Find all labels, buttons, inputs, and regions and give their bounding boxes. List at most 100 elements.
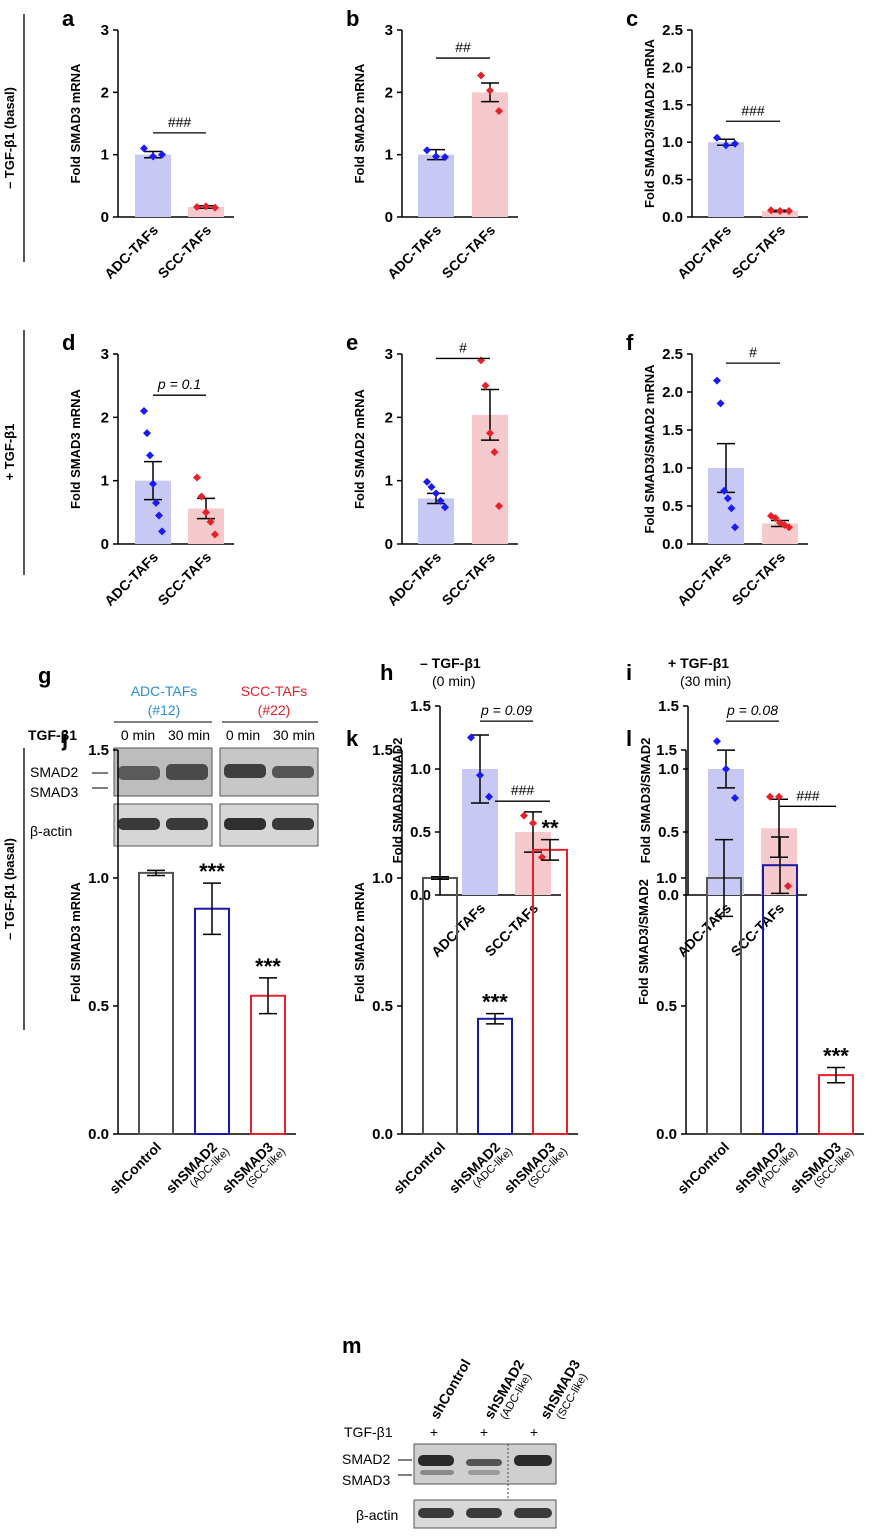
adc-group-label: ADC-TAFs: [131, 683, 198, 699]
panel-label-g: g: [38, 663, 51, 688]
y-tick-label: 1.0: [656, 870, 677, 887]
y-axis-label: Fold SMAD2 mRNA: [352, 388, 367, 509]
row-label-tgf-1: + TGF-β1: [2, 330, 25, 575]
y-tick-label: 1.0: [662, 134, 683, 151]
y-tick-label: 3: [385, 22, 393, 39]
y-tick-label: 1.0: [662, 460, 683, 477]
data-point: [529, 819, 537, 828]
panel-label-h: h: [380, 660, 393, 685]
data-point: [731, 793, 739, 802]
x-label-group: ADC-TAFs: [428, 900, 488, 960]
band-label-smad2: SMAD2: [30, 764, 78, 780]
y-axis-label: Fold SMAD3 mRNA: [68, 388, 83, 509]
data-point: [486, 86, 494, 95]
x-category-label: SCC-TAFs: [729, 222, 789, 282]
x-category-label: ADC-TAFs: [384, 222, 444, 282]
band-label-smad2-m: SMAD2: [342, 1451, 390, 1467]
data-point: [427, 483, 436, 491]
y-tick-label: 1.0: [658, 761, 679, 778]
data-point: [158, 527, 166, 536]
time-0-adc: 0 min: [121, 727, 155, 743]
bar-shControl: [422, 877, 458, 1135]
significance-stars: ***: [823, 1043, 849, 1068]
panel-label-k: k: [346, 726, 359, 751]
row-label-text: – TGF-β1 (basal): [2, 838, 17, 940]
y-axis-label: Fold SMAD2 mRNA: [352, 63, 367, 184]
comparison-label: ###: [168, 114, 192, 130]
data-point: [720, 486, 729, 495]
data-point: [206, 517, 215, 526]
row-label-text: + TGF-β1: [2, 424, 17, 481]
bar-ADC-TAFs: [418, 154, 454, 217]
data-point: [520, 811, 528, 820]
y-tick-label: 1.0: [372, 870, 393, 887]
y-tick-label: 0.0: [372, 1126, 393, 1143]
y-tick-label: 2: [385, 84, 393, 101]
y-tick-label: 0.5: [658, 824, 679, 841]
bar-shSMAD3: [250, 994, 286, 1136]
x-label-group: ADC-TAFs: [674, 549, 734, 609]
y-tick-label: 3: [385, 346, 393, 363]
x-label-group: SCC-TAFs: [439, 222, 499, 282]
x-label-group: SCC-TAFs: [729, 549, 789, 609]
scc-group-label: SCC-TAFs: [241, 683, 308, 699]
y-tick-label: 0.0: [656, 1126, 677, 1143]
x-category-label: ADC-TAFs: [384, 549, 444, 609]
significance-stars: ***: [255, 954, 281, 979]
panel-label-e: e: [346, 330, 358, 355]
x-category-label: SCC-TAFs: [439, 549, 499, 609]
y-tick-label: 0: [101, 536, 109, 553]
comparison-label: ###: [741, 102, 765, 118]
bar-SCC-TAFs: [188, 207, 224, 217]
chart-panel-c: c 0.0 0.5 1.0 1.5 2.0 2.5 Fold SMAD3/SMAD2 mRNA…: [626, 6, 808, 282]
chart-panel-f: f 0.0 0.5 1.0 1.5 2.0 2.5 Fold SMAD3/SMAD2 mRNA…: [626, 330, 808, 609]
x-label-group: SCC-TAFs: [728, 900, 788, 960]
data-point: [775, 792, 783, 801]
data-point: [155, 511, 163, 520]
tgf-row-label-m: TGF-β1: [344, 1424, 393, 1440]
data-point: [441, 503, 449, 512]
chart-title: – TGF-β1: [420, 655, 481, 671]
x-category-label: ADC-TAFs: [101, 549, 161, 609]
y-tick-label: 1.5: [410, 698, 431, 715]
panel-label-m: m: [342, 1333, 362, 1358]
y-axis-label: Fold SMAD2 mRNA: [352, 881, 367, 1002]
comparison-label: ###: [511, 782, 535, 798]
y-tick-label: 1.5: [662, 97, 683, 114]
data-point: [495, 107, 503, 116]
y-tick-label: 0.0: [658, 887, 679, 904]
x-label-group: ADC-TAFs: [384, 222, 444, 282]
data-point: [766, 792, 774, 801]
y-tick-label: 1.5: [656, 742, 677, 759]
x-category-label: SCC-TAFs: [155, 222, 215, 282]
chart-panel-j: j 0.0 0.5 1.0 1.5 Fold SMAD3 mRNA shControl ***…: [61, 726, 296, 1197]
x-category-label: ADC-TAFs: [674, 222, 734, 282]
row-label-basal-3: – TGF-β1 (basal): [2, 748, 25, 1030]
x-label-group: SCC-TAFs: [155, 549, 215, 609]
data-point: [149, 479, 157, 488]
chart-subtitle: (30 min): [680, 673, 731, 689]
band-label-actin-m: β-actin: [356, 1507, 398, 1523]
data-point: [149, 152, 157, 161]
bar-shControl: [138, 871, 174, 1135]
data-point: [723, 494, 732, 503]
x-label-group: SCC-TAFs: [439, 549, 499, 609]
y-tick-label: 2.0: [662, 59, 683, 76]
comparison-label: p = 0.1: [157, 376, 201, 392]
x-category-label: shControl: [674, 1139, 732, 1197]
y-tick-label: 1: [385, 147, 393, 164]
band-label-smad3: SMAD3: [30, 784, 78, 800]
panel-label-i: i: [626, 660, 632, 685]
x-category-label: SCC-TAFs: [439, 222, 499, 282]
bar-ADC-TAFs: [708, 769, 744, 895]
y-tick-label: 1.5: [88, 742, 109, 759]
y-axis-label: Fold SMAD3/SMAD2: [638, 738, 653, 864]
x-category-label: ADC-TAFs: [674, 900, 734, 960]
comparison-label: ###: [796, 787, 820, 803]
comparison-label: p = 0.08: [726, 702, 778, 718]
